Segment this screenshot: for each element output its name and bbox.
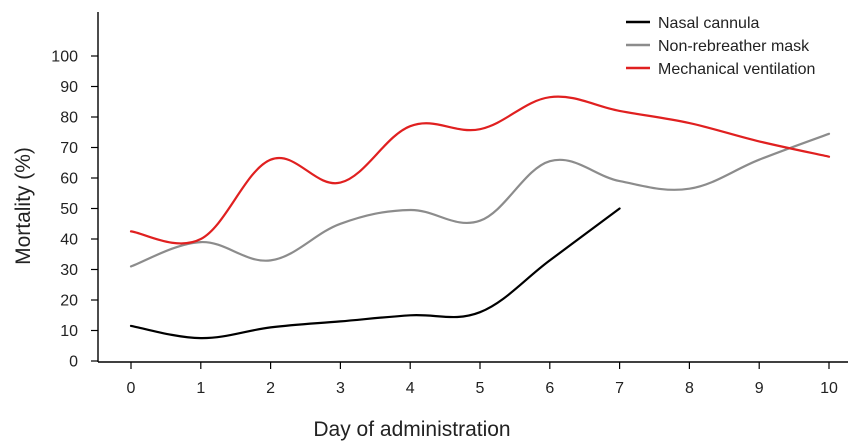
x-tick-label: 2 (266, 380, 275, 397)
x-tick-label: 3 (336, 380, 345, 397)
y-tick-label: 20 (60, 293, 78, 310)
series-lines (129, 95, 831, 340)
x-tick-label: 7 (615, 380, 624, 397)
legend-label: Non-rebreather mask (658, 38, 810, 55)
y-ticks: 0 10 20 30 40 50 60 70 80 90 100 (51, 49, 98, 371)
series-line-mechanical-ventilation (129, 95, 831, 245)
y-tick-label: 80 (60, 110, 78, 127)
y-tick-label: 60 (60, 171, 78, 188)
axes (97, 12, 848, 363)
x-axis-title: Day of administration (313, 418, 510, 441)
x-ticks: 0 1 2 3 4 5 6 7 8 9 10 (127, 362, 838, 397)
series-line-non-rebreather-mask (129, 132, 831, 268)
x-tick-label: 8 (685, 380, 694, 397)
x-tick-label: 6 (545, 380, 554, 397)
y-tick-label: 0 (69, 354, 78, 371)
x-tick-label: 10 (820, 380, 838, 397)
y-axis-title: Mortality (%) (12, 147, 35, 265)
y-tick-label: 90 (60, 79, 78, 96)
x-tick-label: 5 (476, 380, 485, 397)
x-tick-label: 9 (755, 380, 764, 397)
x-tick-label: 4 (406, 380, 415, 397)
x-tick-label: 0 (127, 380, 136, 397)
y-tick-label: 100 (51, 49, 78, 66)
y-tick-label: 10 (60, 323, 78, 340)
y-tick-label: 30 (60, 262, 78, 279)
y-tick-label: 40 (60, 232, 78, 249)
legend: Nasal cannula Non-rebreather mask Mechanic… (626, 15, 815, 78)
x-tick-label: 1 (196, 380, 205, 397)
legend-label: Mechanical ventilation (658, 61, 815, 78)
y-tick-label: 50 (60, 201, 78, 218)
y-tick-label: 70 (60, 140, 78, 157)
legend-label: Nasal cannula (658, 15, 760, 32)
series-line-nasal-cannula (129, 207, 621, 340)
